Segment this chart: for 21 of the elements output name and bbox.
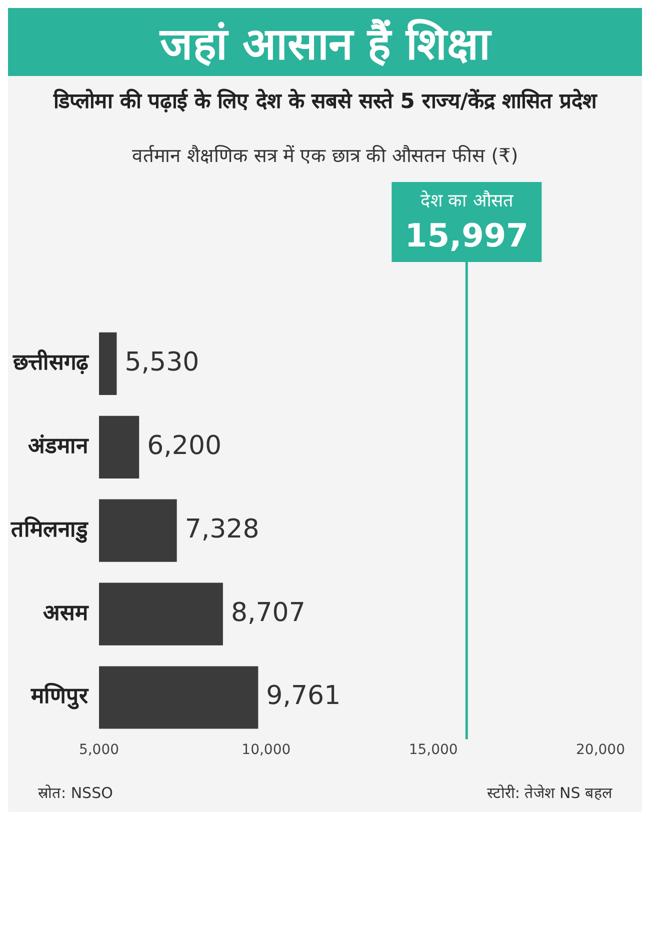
text: 15,997 <box>404 216 528 255</box>
text: स्टोरी: तेजेश NS बहल <box>486 783 612 802</box>
y-tick-label: तमिलनाडु <box>10 516 89 544</box>
x-tick-label: 15,000 <box>408 742 458 759</box>
data-label: 9,761 <box>266 682 341 712</box>
y-tick-label: असम <box>43 601 89 626</box>
data-label: 5,530 <box>124 348 200 378</box>
y-tick-label: मणिपुर <box>30 682 89 711</box>
data-label: 8,707 <box>230 598 306 628</box>
text: वर्तमान शैक्षणिक सत्र में एक छात्र की औसतन फीस (₹) <box>130 144 520 168</box>
text: देश का औसत <box>420 190 514 212</box>
chart-title: जहां आसान हैं शिक्षा <box>8 8 642 76</box>
x-tick-label: 20,000 <box>576 742 626 759</box>
y-tick-label: छत्तीसगढ़ <box>12 348 90 376</box>
chart-subtitle: डिप्लोमा की पढ़ाई के लिए देश के सबसे सस्ते 5 राज्य/केंद्र शासित प्रदेश <box>52 88 598 115</box>
y-tick-label: अंडमान <box>28 434 89 460</box>
x-tick-label: 10,000 <box>242 742 291 759</box>
data-label: 7,328 <box>184 514 260 545</box>
data-label: 6,200 <box>147 431 222 462</box>
text: स्रोत: NSSO <box>38 783 113 802</box>
x-tick-label: 5,000 <box>78 742 120 759</box>
